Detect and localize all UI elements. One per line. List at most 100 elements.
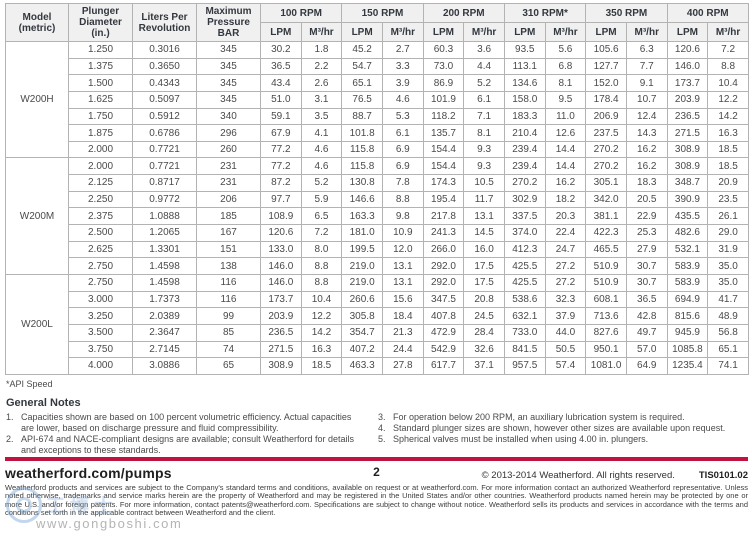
table-cell: 133.0: [260, 240, 302, 259]
table-cell: 6.9: [381, 157, 424, 176]
note-item: 3. For operation below 200 RPM, an auxili…: [378, 412, 744, 423]
table-cell: 3.0886: [132, 357, 197, 375]
table-cell: 15.6: [381, 290, 424, 309]
table-cell: 174.3: [422, 174, 465, 192]
table-cell: 14.2: [707, 107, 749, 126]
table-cell: 185: [196, 207, 261, 226]
table-cell: 13.1: [463, 207, 505, 226]
table-cell: 0.7721: [132, 140, 197, 159]
table-cell: 167: [196, 224, 261, 242]
table-cell: 292.0: [422, 273, 465, 292]
table-cell: 5.2: [300, 174, 343, 192]
table-row: 2.750 1.4598 138 146.0 8.8 219.0 13.1 292.0 17.5…: [6, 257, 749, 275]
table-cell: 6.8: [544, 57, 587, 76]
table-cell: 154.4: [422, 140, 465, 159]
table-cell: 231: [196, 157, 261, 176]
table-cell: 302.9: [503, 190, 546, 209]
rpm-column-header: 150 RPM: [341, 3, 424, 23]
table-cell: 99: [196, 307, 261, 325]
table-cell: 1.250: [68, 41, 133, 59]
table-cell: 0.9772: [132, 190, 197, 209]
table-cell: 4.6: [381, 90, 424, 109]
table-cell: 50.5: [544, 340, 587, 359]
table-cell: 3.000: [68, 290, 133, 309]
table-cell: 14.2: [300, 323, 343, 342]
table-cell: 6.9: [381, 140, 424, 159]
table-cell: 163.3: [341, 207, 383, 226]
table-cell: 6.1: [463, 90, 505, 109]
table-cell: 32.3: [544, 290, 587, 309]
table-cell: 950.1: [585, 340, 627, 359]
table-cell: 2.625: [68, 240, 133, 259]
table-cell: 260.6: [341, 290, 383, 309]
table-cell: 10.7: [625, 90, 668, 109]
table-cell: 2.000: [68, 140, 133, 159]
table-cell: 538.6: [503, 290, 546, 309]
table-cell: 73.0: [422, 57, 465, 76]
table-cell: 236.5: [260, 323, 302, 342]
table-cell: 35.0: [707, 257, 749, 275]
table-cell: 381.1: [585, 207, 627, 226]
table-cell: 44.0: [544, 323, 587, 342]
table-cell: 37.9: [544, 307, 587, 325]
rpm-column-header: 310 RPM*: [503, 3, 587, 23]
table-cell: 16.3: [300, 340, 343, 359]
table-row: 2.250 0.9772 206 97.7 5.9 146.6 8.8 195.4 11.7 30…: [6, 190, 749, 209]
table-cell: 945.9: [666, 323, 709, 342]
table-cell: 27.8: [381, 357, 424, 375]
table-row: 3.500 2.3647 85 236.5 14.2 354.7 21.3 472.9 28.4…: [6, 323, 749, 342]
table-cell: 583.9: [666, 257, 709, 275]
notes-column: 1. Capacities shown are based on 100 perc…: [6, 412, 378, 456]
brand-url: weatherford.com/pumps: [5, 465, 172, 481]
table-cell: 532.1: [666, 240, 709, 259]
table-cell: 12.2: [300, 307, 343, 325]
note-item: 2. API-674 and NACE-compliant designs are…: [6, 434, 378, 456]
table-cell: 20.5: [625, 190, 668, 209]
table-cell: 199.5: [341, 240, 383, 259]
table-row: 2.375 1.0888 185 108.9 6.5 163.3 9.8 217.8 13.1 3…: [6, 207, 749, 226]
table-cell: 88.7: [341, 107, 383, 126]
unit-subheader: M³/hr: [544, 22, 587, 42]
table-cell: 348.7: [666, 174, 709, 192]
table-cell: 1081.0: [585, 357, 627, 375]
table-cell: 308.9: [260, 357, 302, 375]
table-cell: 30.7: [625, 257, 668, 275]
table-row: 3.250 2.0389 99 203.9 12.2 305.8 18.4 407.8 24.5…: [6, 307, 749, 325]
unit-subheader: M³/hr: [300, 22, 343, 42]
table-cell: 3.3: [381, 57, 424, 76]
table-cell: 105.6: [585, 41, 627, 59]
table-cell: 8.8: [300, 273, 343, 292]
table-cell: 0.3650: [132, 57, 197, 76]
footer-row: weatherford.com/pumps 2 © 2013-2014 Weat…: [5, 465, 748, 481]
table-cell: 151: [196, 240, 261, 259]
table-cell: 342.0: [585, 190, 627, 209]
general-notes-title: General Notes: [6, 396, 81, 409]
table-cell: 12.4: [625, 107, 668, 126]
table-cell: 135.7: [422, 124, 465, 142]
model-cell: W200H: [5, 40, 69, 159]
table-cell: 16.3: [707, 124, 749, 142]
table-cell: 14.5: [463, 224, 505, 242]
table-row: 2.125 0.8717 231 87.2 5.2 130.8 7.8 174.3 10.5 27…: [6, 174, 749, 192]
table-cell: 345: [196, 90, 261, 109]
note-number: 5.: [378, 433, 386, 444]
table-cell: 270.2: [503, 174, 546, 192]
table-cell: 77.2: [260, 157, 302, 176]
table-cell: 9.3: [463, 157, 505, 176]
table-cell: 841.5: [503, 340, 546, 359]
table-cell: 608.1: [585, 290, 627, 309]
table-cell: 412.3: [503, 240, 546, 259]
table-cell: 27.2: [544, 273, 587, 292]
table-cell: 2.0389: [132, 307, 197, 325]
table-cell: 231: [196, 174, 261, 192]
table-cell: 510.9: [585, 273, 627, 292]
table-cell: 57.0: [625, 340, 668, 359]
table-cell: 116: [196, 290, 261, 309]
table-cell: 16.2: [544, 174, 587, 192]
table-cell: 271.5: [666, 124, 709, 142]
table-cell: 118.2: [422, 107, 465, 126]
table-cell: 345: [196, 41, 261, 59]
model-cell: W200M: [5, 157, 69, 275]
table-cell: 1085.8: [666, 340, 709, 359]
table-cell: 43.4: [260, 74, 302, 92]
